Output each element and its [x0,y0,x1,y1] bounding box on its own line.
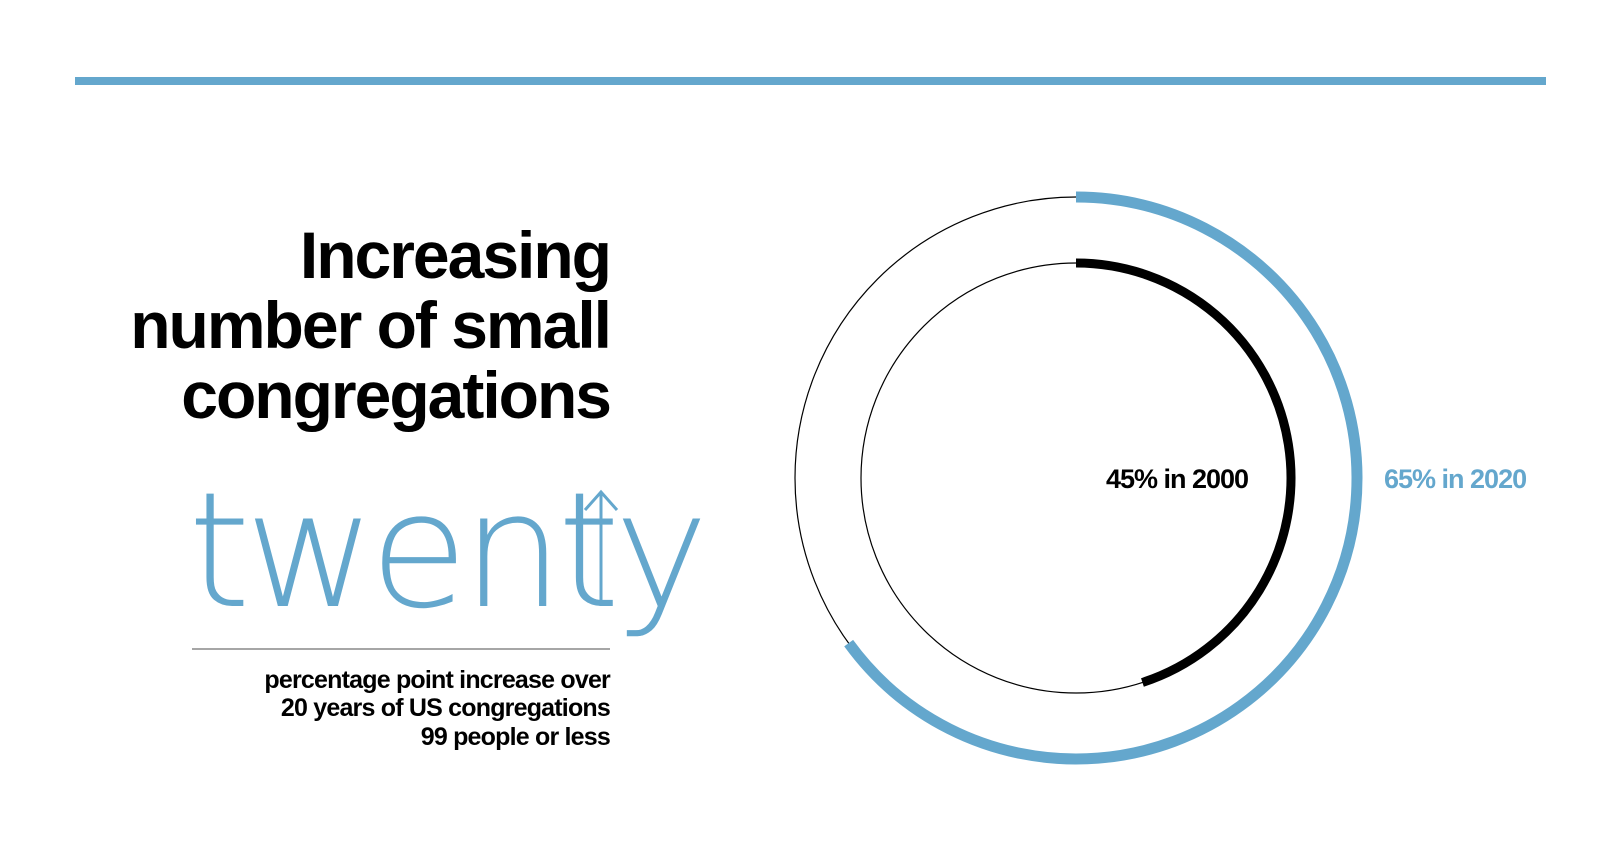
title-line-3: congregations [181,358,610,432]
label-2020: 65% in 2020 [1384,464,1526,494]
description-line-1: percentage point increase over [264,666,611,694]
top-rule [75,77,1546,85]
description-line-2: 20 years of US congregations [281,694,610,722]
label-2000: 45% in 2000 [1106,464,1248,494]
donut-chart: 45% in 2000 65% in 2020 [794,191,1527,765]
title-line-2: number of small [130,288,610,362]
arrow-up-icon [583,489,619,606]
arc-2020 [844,191,1363,765]
title-line-1: Increasing [300,218,610,292]
description-line-3: 99 people or less [421,723,610,751]
arc-2000 [1075,258,1296,687]
stat-word: twenty [188,457,703,644]
